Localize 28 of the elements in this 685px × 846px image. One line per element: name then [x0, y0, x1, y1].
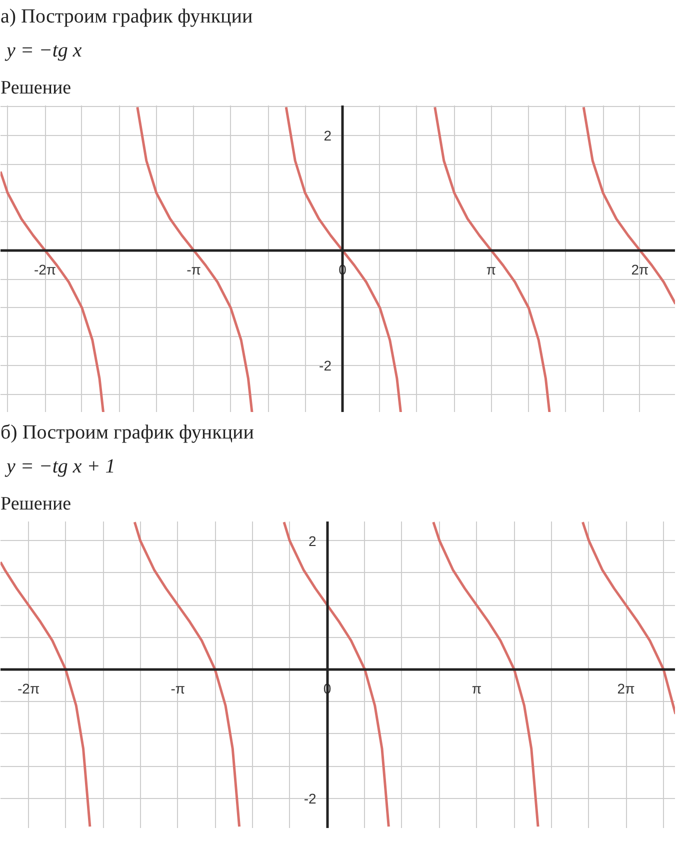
line-series: [0, 560, 92, 828]
line-series: [136, 106, 254, 412]
x-tick-label: π: [472, 680, 482, 697]
x-tick-label: 2π: [617, 680, 636, 697]
x-tick-label: -2π: [34, 261, 56, 278]
x-tick-label: -π: [186, 261, 202, 278]
line-series: [284, 106, 402, 412]
chart-title: б) Построим график функции: [0, 422, 254, 444]
line-series: [581, 522, 675, 716]
line-series: [282, 522, 390, 828]
y-tick-label: 2: [324, 127, 332, 144]
x-tick-label: π: [486, 261, 496, 278]
line-series: [582, 106, 675, 306]
chart-subtitle: y = −tg x + 1: [4, 456, 116, 478]
y-tick-label: -2: [304, 790, 317, 806]
line-series: [133, 522, 241, 828]
line-series: [0, 170, 105, 412]
line-series: [432, 522, 540, 828]
chart-title: а) Построим график функции: [0, 6, 253, 28]
chart-subtitle: y = −tg x: [4, 40, 82, 62]
text: Решение: [0, 494, 72, 514]
text: Решение: [0, 78, 72, 98]
y-tick-label: 2: [308, 532, 317, 549]
line-series: [434, 106, 551, 412]
x-tick-label: -2π: [18, 680, 40, 697]
x-tick-label: 2π: [631, 261, 650, 278]
x-tick-label: -π: [170, 680, 186, 697]
y-tick-label: -2: [319, 357, 332, 374]
